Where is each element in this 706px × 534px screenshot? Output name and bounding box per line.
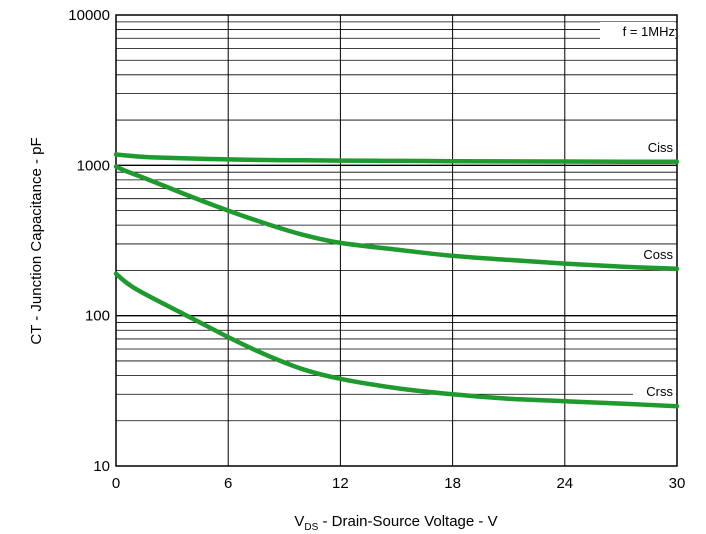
x-tick-label: 12 xyxy=(332,475,349,492)
coss-series-line xyxy=(113,164,680,272)
x-tick-label: 18 xyxy=(444,475,461,492)
ciss-series-line xyxy=(113,152,680,165)
x-axis-label-rest: - Drain-Source Voltage - V xyxy=(318,513,497,530)
x-tick-label: 0 xyxy=(112,475,120,492)
crss-series-line xyxy=(113,271,680,409)
coss-series-label: Coss xyxy=(643,247,673,262)
x-tick-label: 6 xyxy=(224,475,232,492)
y-tick-label: 100 xyxy=(85,308,110,325)
crss-label-background xyxy=(633,383,676,401)
annotation-box xyxy=(600,22,675,40)
coss-label-background xyxy=(633,245,676,263)
series-labels: Ciss Coss Crss xyxy=(633,138,676,401)
grid xyxy=(116,15,677,466)
y-tick-label: 10 xyxy=(93,458,110,475)
plot-frame xyxy=(115,14,678,467)
x-tick-label: 24 xyxy=(556,475,573,492)
tick-labels: 0 6 12 18 24 30 10 100 1000 10000 xyxy=(68,7,685,492)
x-axis-label: VDS - Drain-Source Voltage - V xyxy=(294,513,497,533)
x-axis-label-main: V xyxy=(294,513,304,530)
crss-series-label: Crss xyxy=(646,384,673,399)
frequency-annotation: f = 1MHz xyxy=(623,24,675,39)
ciss-label-background xyxy=(633,138,676,156)
y-tick-label: 1000 xyxy=(77,157,110,174)
y-axis-label: CT - Junction Capacitance - pF xyxy=(28,137,45,344)
series-lines xyxy=(113,152,680,409)
x-axis-label-subscript: DS xyxy=(304,522,318,533)
x-tick-label: 30 xyxy=(669,475,686,492)
y-tick-label: 10000 xyxy=(68,7,110,24)
ciss-series-label: Ciss xyxy=(648,140,674,155)
